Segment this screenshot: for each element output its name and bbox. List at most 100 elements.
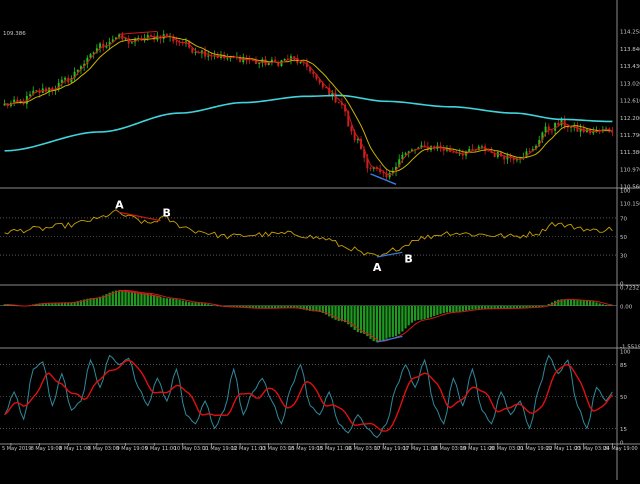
macd-bar (404, 305, 407, 329)
macd-bar (149, 294, 153, 306)
macd-bar (207, 304, 210, 306)
macd-bar (235, 305, 239, 308)
macd-bar (165, 298, 169, 306)
macd-bar (203, 303, 207, 306)
candle (550, 129, 553, 135)
macd-bar (598, 303, 601, 306)
macd-bar (124, 290, 127, 306)
candle-body (554, 122, 557, 131)
candle-body (395, 166, 397, 172)
macd-bar (175, 299, 178, 306)
macd-bar (512, 305, 515, 309)
candle-body (535, 145, 538, 149)
macd-bar (188, 301, 191, 306)
x-tick-label: 20 May 03:00 (489, 446, 523, 452)
macd-bar (398, 305, 401, 335)
candle (500, 151, 503, 158)
candle (325, 86, 327, 89)
y-tick-label: 113.430 (620, 64, 640, 70)
candle (347, 109, 350, 127)
candle-body (51, 87, 54, 90)
macd-bar (283, 305, 286, 308)
x-tick-label: 9 May 19:00 (117, 446, 148, 452)
macd-bar (172, 298, 175, 306)
macd-bar (347, 305, 350, 325)
trend-line (119, 30, 158, 35)
y-tick-label: 50 (620, 235, 627, 241)
macd-bar (280, 305, 283, 308)
candle-body (89, 54, 92, 58)
macd-bar (592, 301, 595, 306)
candle-body (105, 45, 108, 48)
x-tick-label: 15 May 19:00 (288, 446, 322, 452)
candle-body (32, 90, 35, 95)
candle (299, 61, 302, 64)
macd-bar (315, 305, 318, 312)
candle (16, 96, 19, 104)
candle-body (124, 38, 127, 40)
candle-body (388, 172, 391, 178)
macd-bar (238, 305, 242, 308)
candle (270, 56, 273, 66)
y-tick-label: 110.150 (620, 202, 640, 208)
macd-bar (550, 302, 554, 306)
candle-body (337, 102, 340, 104)
macd-bar (3, 304, 6, 306)
candle-body (255, 60, 257, 64)
y-tick-label: -1.5519 (620, 345, 640, 351)
macd-bar (534, 305, 538, 308)
fast_ma-line (4, 35, 613, 175)
macd-bar (277, 305, 280, 309)
macd-panel: 0.7232 0.00 -1.5519 (0, 286, 640, 351)
candle (407, 150, 410, 158)
candle-body (13, 99, 16, 103)
candle-body (366, 157, 369, 169)
candle-body (57, 82, 60, 90)
candle-body (407, 151, 410, 154)
rsi-divergence-line (376, 251, 403, 258)
candle-body (111, 39, 114, 42)
x-tick-label: 8 May 03:00 (88, 446, 119, 452)
candle-body (130, 42, 133, 44)
macd-bar (6, 304, 9, 306)
macd-bar (589, 300, 592, 306)
macd-bar (105, 294, 108, 306)
y-tick-label: 112.610 (620, 99, 640, 105)
candle-body (515, 159, 518, 161)
candle-body (544, 126, 547, 133)
candle (515, 157, 518, 163)
candle-body (528, 151, 531, 153)
candle-body (328, 87, 331, 96)
candle-body (191, 47, 194, 53)
macd-bar (585, 300, 589, 306)
candle-body (442, 148, 445, 151)
candle-body (363, 149, 366, 158)
candle-body (114, 37, 117, 40)
candle-body (547, 126, 550, 131)
macd-bar (146, 293, 149, 306)
y-tick-label: 0 (620, 441, 624, 447)
macd-divergence-line (119, 289, 161, 298)
macd-bar (296, 305, 299, 309)
macd-signal-line (4, 289, 613, 342)
macd-bar (48, 303, 51, 306)
macd-bar (302, 305, 305, 310)
macd-bar (608, 305, 611, 306)
candle-body (484, 146, 487, 151)
candle-body (592, 131, 595, 134)
macd-bar (79, 300, 83, 306)
candle-body (165, 34, 168, 37)
stochastic-panel: 100 85 50 15 0 (0, 350, 631, 447)
candle-body (331, 92, 334, 96)
candle-body (29, 94, 32, 97)
macd-bar (254, 305, 258, 309)
y-tick-label: 112.200 (620, 116, 640, 122)
candle (484, 143, 487, 155)
macd-bar (423, 305, 426, 320)
candle-body (137, 37, 140, 39)
candle-body (79, 66, 82, 70)
x-tick-label: 19 May 11:00 (460, 446, 494, 452)
macd-bar (356, 305, 359, 333)
candle-body (496, 152, 499, 158)
candle-body (70, 78, 73, 83)
